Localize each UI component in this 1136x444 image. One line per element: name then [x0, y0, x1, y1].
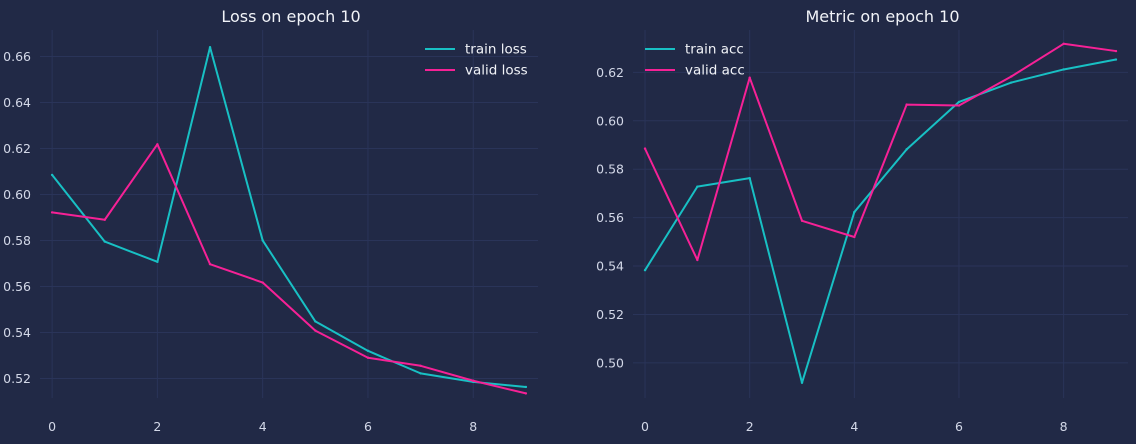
data-point [957, 104, 961, 107]
data-point [261, 239, 264, 242]
legend-label: train acc [685, 42, 744, 58]
x-tick-label: 4 [259, 419, 267, 434]
legend-label: valid loss [465, 63, 528, 79]
metric-chart-panel: 0 2 4 6 8 0.50 0.52 0.54 0.56 0.58 0.60 0.62 Metric … [596, 7, 1128, 434]
legend-label: valid acc [685, 63, 745, 79]
y-tick-label: 0.58 [3, 233, 31, 248]
x-tick-label: 6 [955, 419, 963, 434]
data-point [156, 260, 159, 264]
data-point [261, 281, 264, 284]
data-point [905, 148, 908, 151]
data-point [643, 147, 647, 150]
data-point [208, 262, 212, 266]
series-line-train-loss [51, 46, 527, 388]
data-point [1062, 42, 1065, 45]
series-line-valid-acc [644, 42, 1117, 261]
y-tick-label: 0.54 [3, 325, 31, 340]
data-point [366, 349, 370, 353]
data-point [696, 258, 699, 262]
data-point [748, 76, 751, 79]
data-point [103, 240, 106, 243]
data-point [366, 356, 370, 359]
x-tick-label: 8 [469, 419, 477, 434]
data-point [1010, 81, 1013, 84]
data-point [103, 218, 106, 221]
y-tick-label: 0.54 [596, 259, 624, 274]
legend: train acc valid acc [645, 42, 745, 79]
data-point [50, 173, 54, 177]
chart-title: Metric on epoch 10 [805, 7, 959, 26]
data-point [419, 372, 422, 375]
data-point [314, 329, 317, 332]
data-point [314, 320, 317, 323]
data-point [524, 392, 528, 395]
y-tick-label: 0.62 [596, 65, 624, 80]
data-point [800, 219, 804, 222]
data-point [1114, 49, 1118, 53]
y-tick-label: 0.64 [3, 95, 31, 110]
data-point [1114, 58, 1118, 61]
x-tick-label: 0 [641, 419, 649, 434]
y-tick-label: 0.56 [3, 279, 31, 294]
x-tick-label: 0 [48, 419, 56, 434]
y-tick-label: 0.62 [3, 141, 31, 156]
legend: train loss valid loss [425, 42, 528, 79]
data-point [905, 103, 908, 106]
loss-chart-panel: 0 2 4 6 8 0.52 0.54 0.56 0.58 0.60 0.62 0.64 0.66 Los… [3, 7, 538, 434]
data-point [208, 46, 212, 49]
data-point [524, 385, 528, 389]
legend-label: train loss [465, 42, 527, 58]
series-line-train-acc [644, 58, 1117, 384]
data-point [748, 176, 751, 180]
data-point [853, 210, 856, 214]
data-point [156, 143, 159, 146]
data-point [1062, 68, 1065, 71]
data-point [472, 379, 475, 382]
x-tick-label: 2 [746, 419, 754, 434]
chart-title: Loss on epoch 10 [221, 7, 360, 26]
x-tick-label: 2 [153, 419, 161, 434]
y-tick-label: 0.56 [596, 210, 624, 225]
data-point [957, 100, 961, 104]
y-tick-label: 0.58 [596, 162, 624, 177]
data-point [643, 268, 647, 272]
data-point [696, 185, 699, 188]
data-point [853, 235, 856, 239]
y-tick-label: 0.50 [596, 355, 624, 370]
data-point [50, 211, 54, 214]
y-tick-label: 0.52 [596, 307, 624, 322]
y-tick-label: 0.60 [596, 113, 624, 128]
x-tick-label: 4 [850, 419, 858, 434]
data-point [1010, 75, 1013, 78]
x-tick-label: 6 [364, 419, 372, 434]
x-tick-label: 8 [1060, 419, 1068, 434]
y-tick-label: 0.66 [3, 49, 31, 64]
y-tick-label: 0.52 [3, 371, 31, 386]
data-point [800, 381, 804, 384]
series-line-valid-loss [51, 143, 527, 395]
y-tick-label: 0.60 [3, 187, 31, 202]
data-point [419, 364, 422, 367]
